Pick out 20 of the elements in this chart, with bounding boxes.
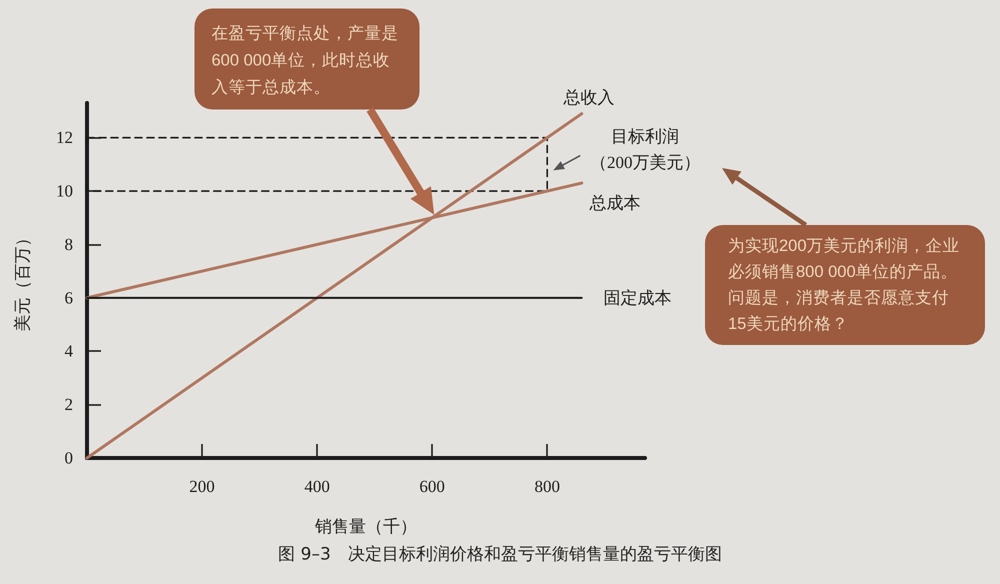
series-label: 固定成本 bbox=[604, 288, 672, 308]
y-tick-label: 0 bbox=[64, 448, 73, 468]
text: 为实现200万美元的利润，企业必须销售800 000单位的产品。问题是，消费者是否愿意支付15美元的价格？ bbox=[705, 225, 985, 345]
y-axis-title: 美元（百万） bbox=[13, 230, 32, 332]
series-label: 总成本 bbox=[588, 194, 641, 213]
y-tick-label: 8 bbox=[64, 234, 73, 254]
x-axis-title: 销售量（千） bbox=[314, 517, 417, 536]
x-tick-label: 800 bbox=[534, 477, 560, 496]
x-tick-label: 600 bbox=[419, 477, 445, 496]
text: 图 9–3 决定目标利润价格和盈亏平衡销售量的盈亏平衡图 bbox=[278, 544, 722, 564]
x-tick-label: 200 bbox=[189, 477, 215, 496]
y-tick-label: 12 bbox=[56, 128, 73, 148]
y-tick-label: 2 bbox=[64, 395, 73, 414]
y-tick-label: 4 bbox=[64, 342, 74, 361]
text: 在盈亏平衡点处，产量是600 000单位，此时总收入等于总成本。 bbox=[194, 8, 420, 110]
x-tick-label: 400 bbox=[304, 477, 330, 496]
y-tick-label: 6 bbox=[64, 288, 73, 308]
series-label: 总收入 bbox=[562, 88, 615, 108]
y-tick-label: 10 bbox=[56, 182, 73, 201]
annotation: 目标利润（200万美元） bbox=[588, 126, 702, 174]
